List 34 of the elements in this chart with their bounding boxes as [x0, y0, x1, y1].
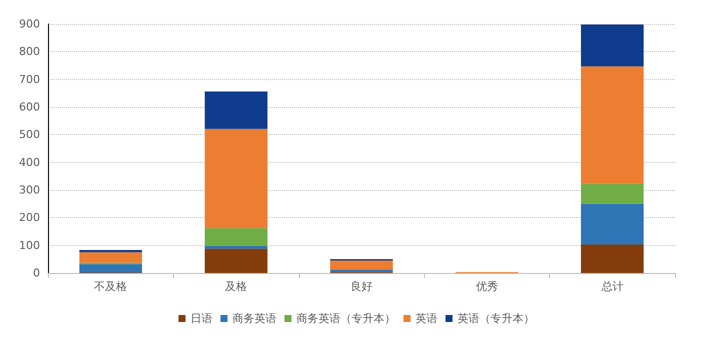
bar — [580, 24, 644, 66]
bar — [580, 184, 644, 204]
bar — [79, 252, 142, 263]
bar — [204, 92, 268, 129]
legend-label: 商务英语（专升本） — [296, 312, 396, 325]
bar — [330, 260, 393, 270]
bar — [204, 228, 268, 246]
bar — [204, 128, 268, 228]
x-tick-label: 总计 — [600, 280, 624, 293]
legend-label: 商务英语 — [232, 312, 276, 325]
y-tick-label: 600 — [19, 100, 40, 114]
y-tick-label: 900 — [19, 18, 40, 30]
x-tick-label: 不及格 — [94, 280, 128, 293]
legend-label: 日语 — [190, 312, 212, 325]
x-tick-label: 优秀 — [476, 280, 498, 293]
bar — [330, 270, 393, 272]
y-tick-label: 400 — [19, 156, 40, 169]
bar — [580, 204, 644, 245]
bar — [580, 244, 644, 273]
bar — [580, 66, 644, 184]
bar — [204, 246, 268, 249]
y-tick-label: 800 — [19, 45, 40, 58]
y-tick-label: 700 — [19, 72, 40, 86]
y-tick-label: 100 — [19, 238, 40, 252]
legend-label: 英语 — [416, 312, 438, 325]
x-tick-label: 及格 — [225, 280, 248, 293]
x-tick-label: 良好 — [350, 280, 372, 293]
y-tick-label: 200 — [19, 211, 40, 224]
y-tick-label: 0 — [33, 266, 40, 280]
bar — [204, 248, 268, 273]
bar — [79, 264, 142, 272]
y-tick-label: 300 — [19, 184, 40, 196]
legend-label: 英语（专升本） — [458, 312, 534, 325]
y-tick-label: 500 — [19, 128, 40, 142]
